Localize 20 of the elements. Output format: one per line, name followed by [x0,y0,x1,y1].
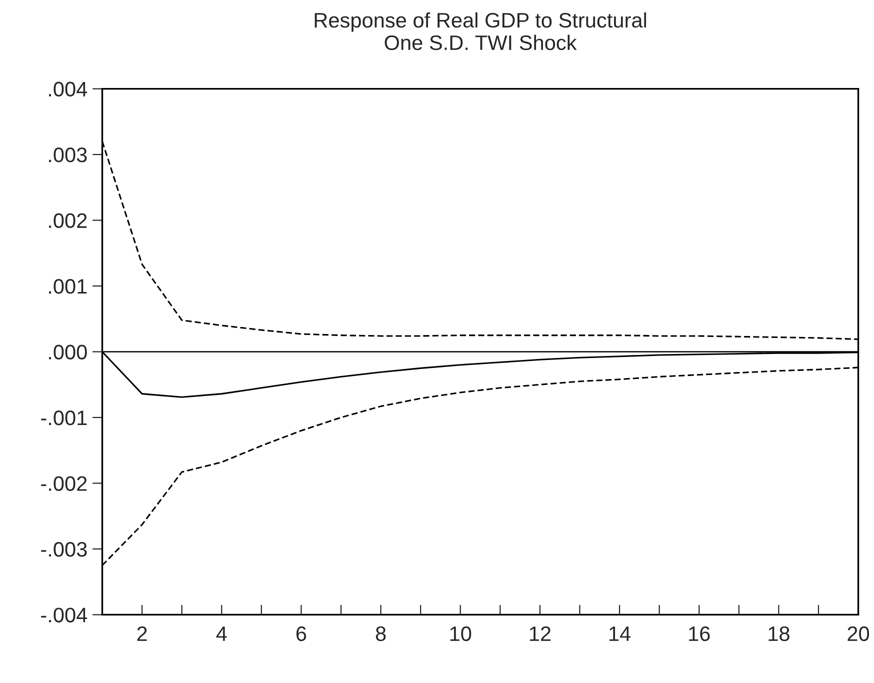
y-tick-label: -.003 [41,542,87,557]
y-tick-label: .000 [49,344,87,360]
x-tick-label: 6 [296,626,306,642]
y-tick-label: .004 [49,82,88,97]
x-tick-label: 10 [450,626,472,642]
y-tick-label: .002 [49,213,87,228]
y-tick-label: -.002 [41,476,87,491]
x-tick-label: 20 [848,626,870,642]
x-tick-label: 12 [530,626,550,641]
y-tick-label: .001 [49,279,87,294]
y-tick-label: -.001 [41,410,87,426]
x-tick-label: 16 [689,626,710,642]
x-tick-label: 14 [610,626,631,641]
x-tick-label: 4 [216,626,227,641]
y-tick-label: -.004 [41,608,88,622]
x-tick-label: 18 [768,626,790,642]
chart-title: Response of Real GDP to Structural One S.D. TWI Shock [314,12,646,50]
x-tick-label: 2 [137,626,147,641]
y-tick-label: .003 [49,148,87,162]
x-tick-label: 8 [376,626,386,642]
